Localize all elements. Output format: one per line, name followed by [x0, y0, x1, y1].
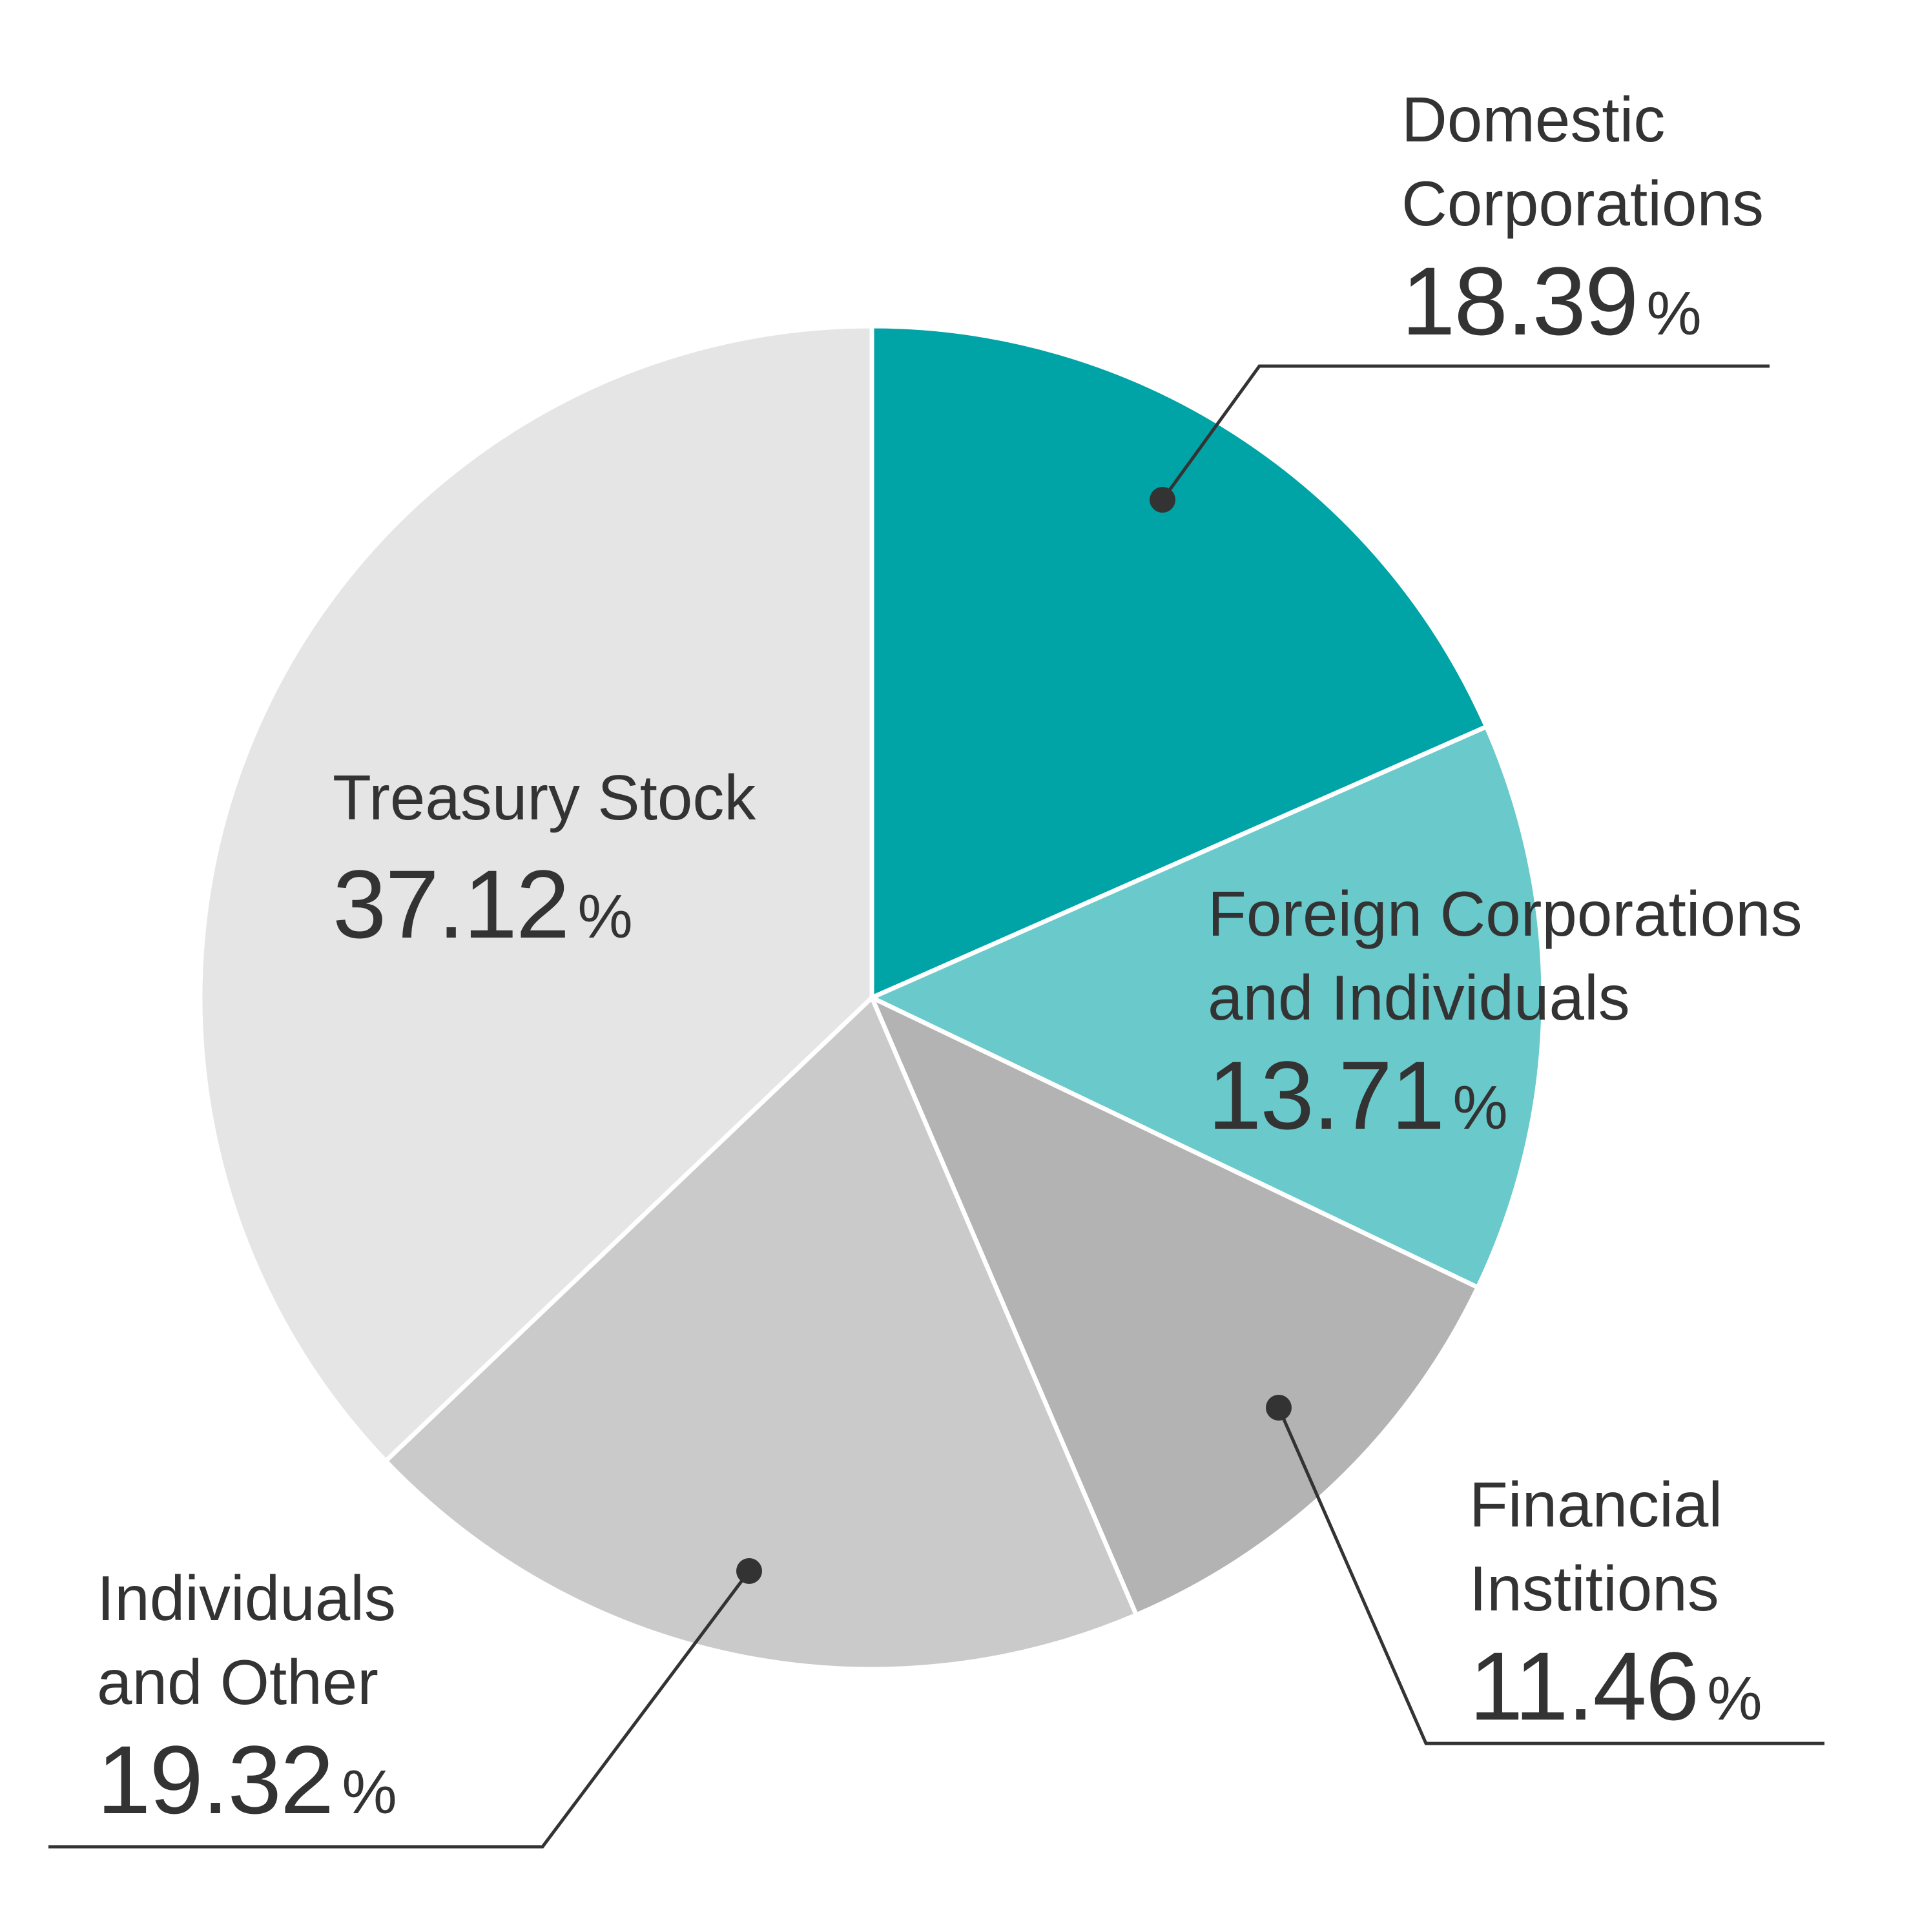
label-domestic-line1: Domestic: [1401, 84, 1666, 155]
label-individuals-line2: and Other: [97, 1647, 378, 1718]
value-treasury-number: 37.12: [333, 850, 570, 958]
label-financial-line1: Financial: [1469, 1469, 1723, 1540]
value-foreign-number: 13.71: [1208, 1041, 1445, 1149]
value-domestic-number: 18.39: [1401, 247, 1638, 355]
value-domestic-unit: %: [1646, 279, 1702, 348]
label-foreign-line2: and Individuals: [1208, 962, 1630, 1033]
value-individuals: 19.32%: [97, 1728, 397, 1862]
pie-slice-individuals: [383, 995, 1139, 1672]
label-treasury-stock: Treasury Stock 37.12%: [333, 755, 756, 987]
value-individuals-unit: %: [342, 1758, 397, 1827]
label-domestic-line2: Corporations: [1401, 168, 1764, 239]
label-individuals-line1: Individuals: [97, 1563, 397, 1634]
value-domestic: 18.39%: [1401, 249, 1764, 384]
leader-lines: [48, 364, 1824, 1849]
pie-slice-foreign: [869, 724, 1546, 1290]
pie-slice-domestic: [869, 324, 1489, 1000]
leader-line-financial: [1277, 1406, 1824, 1745]
value-foreign: 13.71%: [1208, 1043, 1803, 1178]
label-financial-institions: Financial Institions 11.46%: [1469, 1463, 1762, 1769]
pie-slices: [198, 324, 1546, 1672]
value-treasury: 37.12%: [333, 852, 756, 987]
value-individuals-number: 19.32: [97, 1725, 334, 1834]
label-domestic-corporations: Domestic Corporations 18.39%: [1401, 77, 1764, 384]
pie-slice-financial: [869, 995, 1480, 1618]
label-individuals-and-other: Individuals and Other 19.32%: [97, 1556, 397, 1862]
value-financial-number: 11.46: [1469, 1632, 1699, 1740]
label-foreign-corporations: Foreign Corporations and Individuals 13.…: [1208, 872, 1803, 1178]
pie-slice-treasury: [198, 324, 874, 1464]
label-financial-line2: Institions: [1469, 1553, 1719, 1624]
label-treasury-line1: Treasury Stock: [333, 762, 756, 833]
leader-line-individuals: [48, 1570, 751, 1849]
label-foreign-line1: Foreign Corporations: [1208, 878, 1803, 949]
leader-dot-individuals: [736, 1558, 762, 1584]
value-financial: 11.46%: [1469, 1634, 1762, 1769]
value-treasury-unit: %: [577, 882, 633, 951]
leader-dot-domestic: [1150, 487, 1175, 513]
value-financial-unit: %: [1707, 1664, 1762, 1733]
leader-line-domestic: [1161, 364, 1770, 501]
value-foreign-unit: %: [1452, 1073, 1508, 1142]
leader-dot-financial: [1266, 1395, 1292, 1421]
